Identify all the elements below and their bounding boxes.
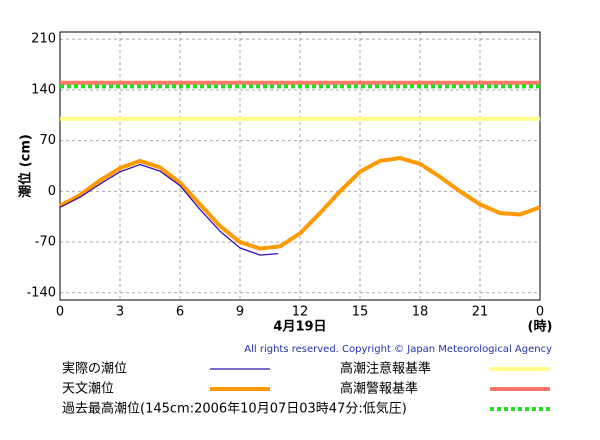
legend-label: 天文潮位 [62, 382, 114, 397]
x-tick-label: 0 [536, 305, 544, 320]
series-line [59, 156, 541, 251]
x-tick-label: 18 [412, 305, 429, 320]
y-tick-label: 0 [48, 184, 56, 199]
x-tick-label: 12 [292, 305, 309, 320]
x-unit: (時) [528, 319, 553, 335]
x-tick-label: 15 [352, 305, 369, 320]
legend-label: 実際の潮位 [62, 361, 127, 377]
series-line [59, 163, 279, 256]
legend-label: 高潮注意報基準 [340, 361, 431, 377]
legend-label: 高潮警報基準 [340, 381, 418, 397]
plot-border [59, 31, 541, 301]
y-tick-label: 210 [31, 32, 56, 47]
copyright: All rights reserved. Copyright © Japan M… [244, 344, 552, 355]
x-tick-label: 21 [472, 305, 489, 320]
x-axis-label: 4月19日 [273, 320, 326, 335]
y-tick-label: 140 [31, 82, 56, 97]
legend-label: 過去最高潮位(145cm:2006年10月07日03時47分:低気圧) [62, 401, 407, 417]
y-axis-label: 潮位 (cm) [18, 134, 34, 198]
y-tick-label: -140 [26, 285, 56, 300]
x-tick-label: 0 [56, 305, 64, 320]
x-tick-label: 6 [176, 305, 184, 320]
x-tick-label: 3 [116, 305, 124, 320]
y-tick-label: 70 [39, 133, 56, 148]
y-tick-label: -70 [35, 235, 56, 250]
x-tick-label: 9 [236, 305, 244, 320]
